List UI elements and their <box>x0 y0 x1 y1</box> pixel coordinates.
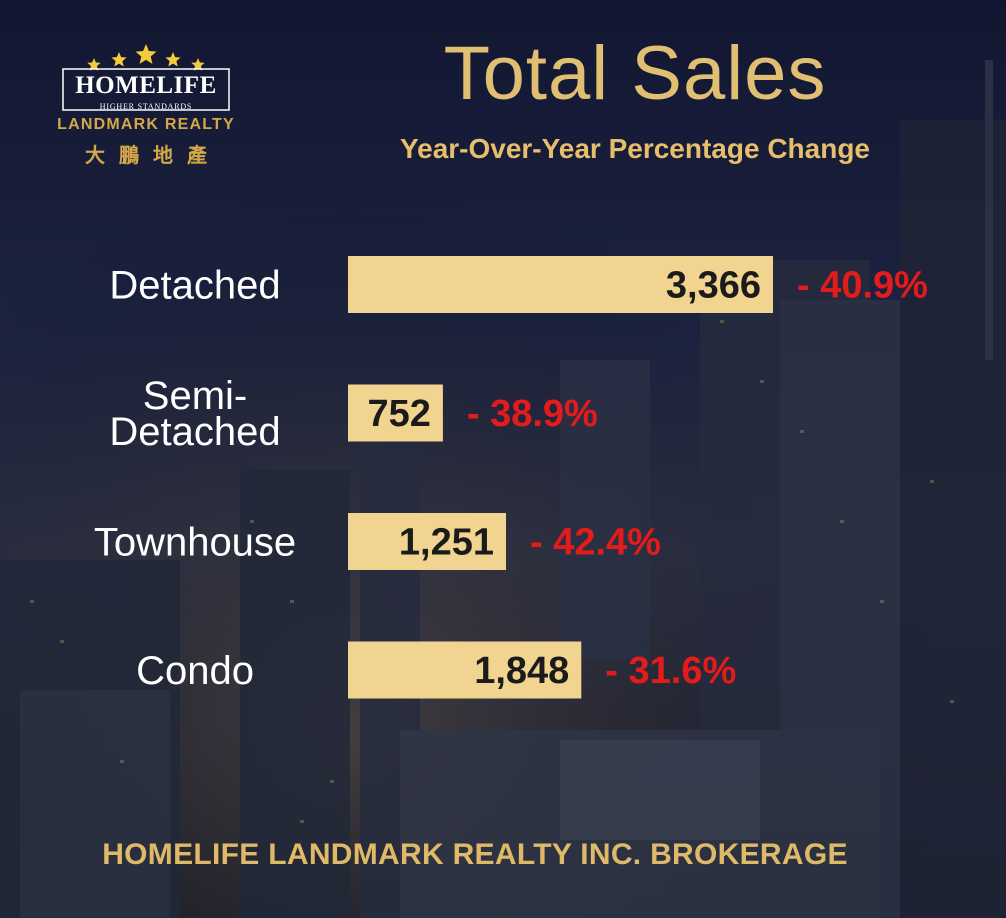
star-icon <box>111 52 127 67</box>
yoy-change-label: - 38.9% <box>467 393 598 435</box>
category-label: Townhouse <box>94 521 296 565</box>
star-icon <box>191 58 205 71</box>
bar <box>348 256 773 313</box>
star-icon <box>135 44 157 64</box>
homelife-logo: HOMELIFE HIGHER STANDARDS LANDMARK REALT… <box>36 40 256 170</box>
star-icon <box>87 58 101 71</box>
logo-company-name: LANDMARK REALTY <box>57 116 235 133</box>
brokerage-footer: HOMELIFE LANDMARK REALTY INC. BROKERAGE <box>102 838 848 871</box>
bar-value-label: 3,366 <box>666 265 761 307</box>
logo-wordmark: HOMELIFE <box>75 72 217 99</box>
chart-title: Total Sales <box>443 31 827 116</box>
category-label: Detached <box>109 264 280 308</box>
bar <box>348 384 443 442</box>
category-label: Condo <box>136 649 254 693</box>
yoy-change-label: - 31.6% <box>605 650 736 692</box>
logo-emblem <box>62 44 230 111</box>
bar-value-label: 1,251 <box>399 522 494 564</box>
star-icon <box>165 52 181 67</box>
logo-chinese-name: 大鵬地產 <box>85 143 221 167</box>
yoy-change-label: - 40.9% <box>797 265 928 307</box>
bar-value-label: 752 <box>367 393 430 435</box>
bar-value-label: 1,848 <box>474 650 569 692</box>
logo-tagline: HIGHER STANDARDS <box>99 102 193 111</box>
category-label: Semi-Detached <box>109 374 280 454</box>
chart-subtitle: Year-Over-Year Percentage Change <box>399 133 870 164</box>
logo-stars <box>87 44 205 71</box>
bar <box>348 641 582 699</box>
bar <box>348 513 506 570</box>
yoy-change-label: - 42.4% <box>530 522 661 564</box>
